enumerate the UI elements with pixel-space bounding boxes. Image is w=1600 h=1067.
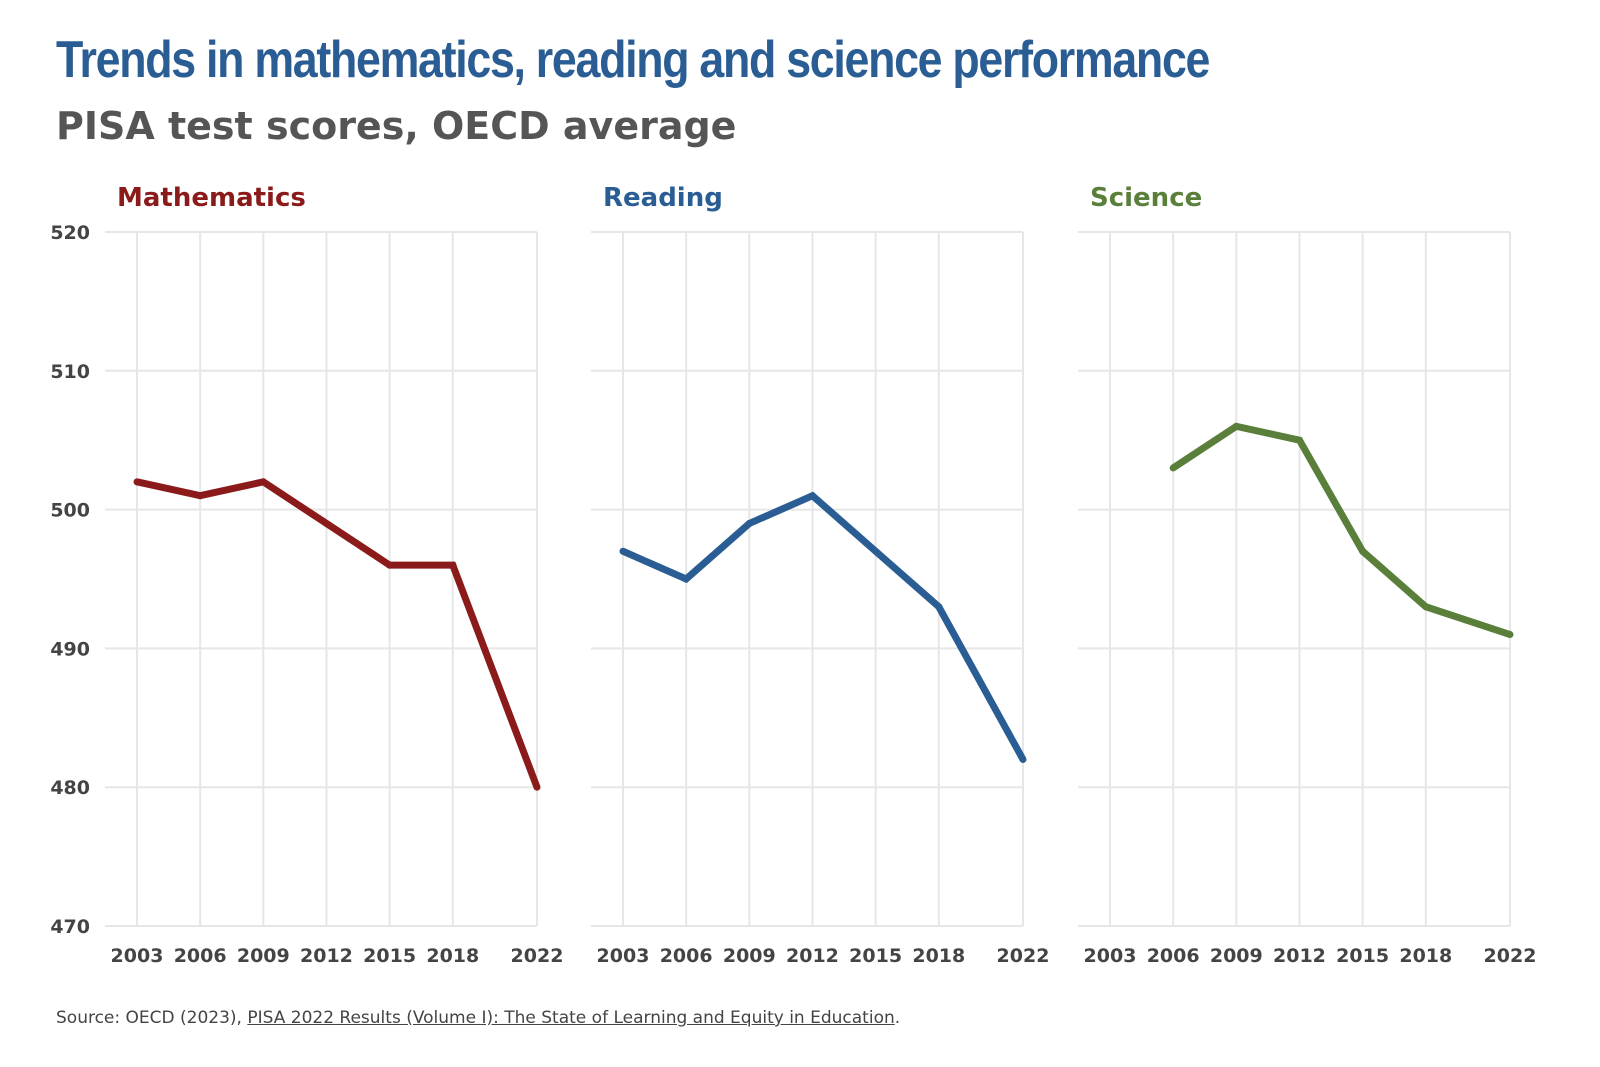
y-tick-label: 470 [50,916,90,938]
x-tick-label: 2009 [1210,945,1263,967]
data-point [1359,547,1367,555]
source-suffix: . [894,1008,901,1028]
data-point [133,478,141,486]
data-point [808,492,816,500]
y-tick-label: 490 [50,638,90,660]
x-tick-label: 2006 [660,945,713,967]
data-point [935,603,943,611]
data-point [682,575,690,583]
x-tick-label: 2022 [511,945,564,967]
x-tick-label: 2018 [1399,945,1452,967]
x-tick-label: 2015 [1336,945,1389,967]
data-point [619,547,627,555]
x-tick-label: 2012 [1273,945,1326,967]
data-point [449,561,457,569]
y-tick-label: 500 [50,500,90,522]
x-tick-label: 2009 [237,945,290,967]
x-tick-label: 2018 [426,945,479,967]
data-point [533,783,541,791]
data-point [1506,631,1514,639]
series-line-reading [621,491,1027,762]
series-line-science [1171,422,1512,638]
source-prefix: Source: OECD (2023), [56,1008,248,1028]
x-tick-label: 2006 [1147,945,1200,967]
x-tick-label: 2006 [174,945,227,967]
panel-science: Science 2003 2006 2009 2012 2015 2018 2022 [1078,183,1536,967]
x-tick-label: 2018 [912,945,965,967]
x-tick-label: 2003 [1084,945,1137,967]
source-link[interactable]: PISA 2022 Results (Volume I): The State … [247,1008,895,1028]
x-tick-label: 2003 [111,945,164,967]
panel-reading: Reading 2003 2006 2009 2012 2015 2018 2022 [591,183,1049,967]
data-point [259,478,267,486]
data-point [196,492,204,500]
x-tick-label: 2022 [1484,945,1537,967]
y-tick-label: 480 [50,777,90,799]
data-point [745,519,753,527]
data-point [386,561,394,569]
x-tick-label: 2012 [786,945,839,967]
series-line-mathematics [136,478,541,789]
x-tick-label: 2003 [597,945,650,967]
x-tick-label: 2012 [300,945,353,967]
panel-title-mathematics: Mathematics [117,183,306,213]
data-point [1169,464,1177,472]
panel-title-science: Science [1090,183,1202,213]
y-tick-label: 520 [50,222,90,244]
chart-title: Trends in mathematics, reading and scien… [56,31,1210,89]
data-point [322,519,330,527]
source-note: Source: OECD (2023), PISA 2022 Results (… [56,1008,900,1028]
x-tick-label: 2015 [849,945,902,967]
y-tick-label: 510 [50,361,90,383]
data-point [1232,422,1240,430]
panel-title-reading: Reading [603,183,723,213]
data-point [1422,603,1430,611]
x-tick-label: 2015 [363,945,416,967]
chart-subtitle: PISA test scores, OECD average [56,104,737,148]
data-point [872,547,880,555]
panel-mathematics: Mathematics 2003 2006 2009 2012 2015 2018 2022 [105,183,563,967]
x-tick-label: 2022 [997,945,1050,967]
data-point [1295,436,1303,444]
data-point [1019,755,1027,763]
x-tick-label: 2009 [723,945,776,967]
